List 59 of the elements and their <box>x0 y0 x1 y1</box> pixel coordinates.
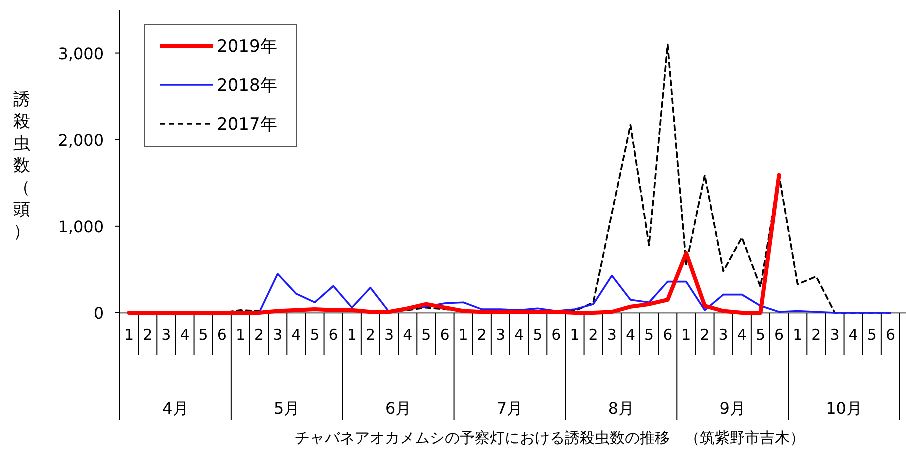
text: 7月 <box>496 399 524 418</box>
x-tick-label: 6 <box>774 326 784 344</box>
x-tick-label: 4 <box>292 326 302 344</box>
text: 10月 <box>826 399 862 418</box>
x-tick-label: 4 <box>626 326 636 344</box>
x-tick-label: 2 <box>143 326 153 344</box>
line-series <box>127 173 782 315</box>
x-tick-label: 1 <box>793 326 803 344</box>
x-tick-label: 6 <box>552 326 562 344</box>
x-tick-label: 3 <box>830 326 840 344</box>
y-tick-label: 1,000 <box>58 217 104 236</box>
text: チャバネアオカメムシの予察灯における誘殺虫数の推移 （筑紫野市吉木） <box>295 429 805 447</box>
x-tick-label: 4 <box>180 326 190 344</box>
x-tick-label: 1 <box>570 326 580 344</box>
x-tick-label: 5 <box>867 326 877 344</box>
x-tick-label: 5 <box>198 326 208 344</box>
x-tick-label: 6 <box>328 326 338 344</box>
text: 5月 <box>274 399 300 418</box>
x-tick-label: 4 <box>737 326 747 344</box>
x-tick-label: 6 <box>886 326 896 344</box>
x-tick-label: 2 <box>700 326 710 344</box>
x-tick-label: 5 <box>422 326 432 344</box>
x-tick-label: 2 <box>477 326 487 344</box>
x-tick-label: 5 <box>310 326 320 344</box>
x-tick-label: 3 <box>162 326 172 344</box>
legend-label: 2019年 <box>217 37 278 57</box>
y-tick-label: 0 <box>94 304 104 323</box>
x-tick-label: 6 <box>217 326 227 344</box>
x-tick-label: 3 <box>384 326 394 344</box>
x-tick-label: 6 <box>663 326 673 344</box>
x-tick-label: 1 <box>236 326 246 344</box>
x-tick-label: 2 <box>254 326 264 344</box>
legend-label: 2018年 <box>217 76 278 96</box>
x-tick-label: 1 <box>124 326 134 344</box>
x-tick-label: 2 <box>588 326 598 344</box>
y-axis-title: 誘殺虫数（頭） <box>14 90 30 242</box>
legend-label: 2017年 <box>217 115 278 135</box>
x-tick-label: 3 <box>496 326 506 344</box>
x-tick-label: 3 <box>607 326 617 344</box>
x-tick-label: 5 <box>644 326 654 344</box>
x-tick-label: 2 <box>812 326 822 344</box>
x-tick-label: 1 <box>682 326 692 344</box>
x-tick-label: 3 <box>718 326 728 344</box>
y-tick-label: 2,000 <box>58 130 104 150</box>
x-tick-label: 4 <box>403 326 413 344</box>
x-tick-label: 2 <box>366 326 376 344</box>
x-tick-label: 1 <box>347 326 357 344</box>
x-tick-label: 4 <box>848 326 858 344</box>
y-tick-label: 3,000 <box>58 44 104 64</box>
text: 8月 <box>608 399 635 418</box>
x-tick-label: 6 <box>440 326 450 344</box>
x-tick-label: 5 <box>756 326 766 344</box>
x-tick-label: 5 <box>533 326 543 344</box>
text: 6月 <box>385 399 412 418</box>
x-tick-label: 4 <box>514 326 524 344</box>
text: 9月 <box>720 399 746 418</box>
x-tick-label: 1 <box>458 326 468 344</box>
text: 4月 <box>162 399 189 418</box>
x-tick-label: 3 <box>273 326 283 344</box>
